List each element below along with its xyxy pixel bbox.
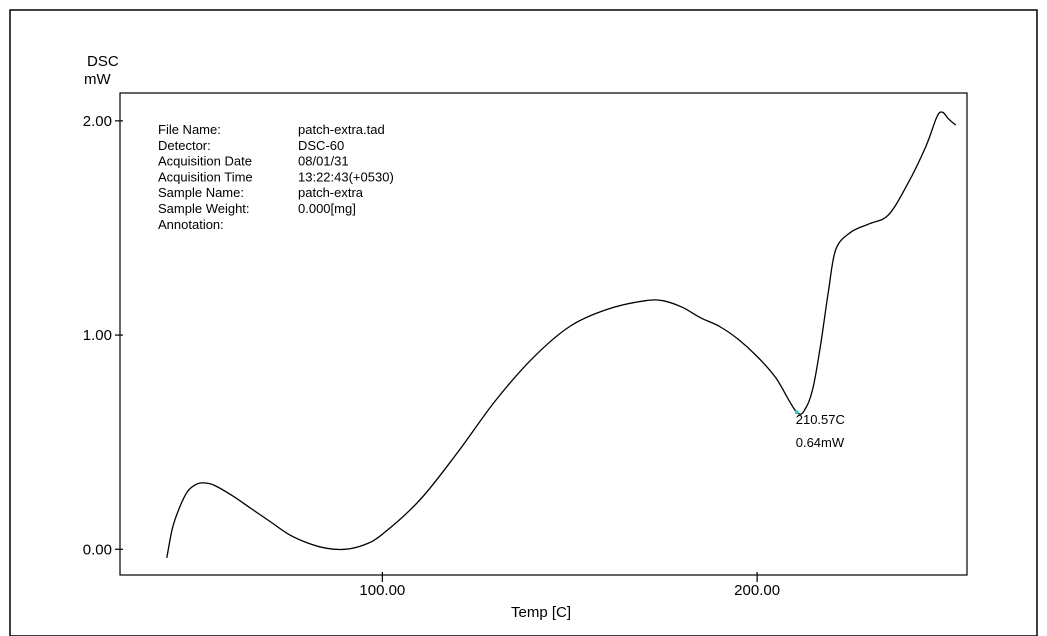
annotations: 210.57C 0.64mW — [794, 410, 845, 450]
metadata-key: Annotation: — [158, 217, 224, 232]
metadata-value: 0.000[mg] — [298, 201, 356, 216]
metadata-value: 13:22:43(+0530) — [298, 169, 394, 184]
y-tick-label: 2.00 — [83, 113, 112, 130]
plot-area — [119, 92, 968, 576]
chart-frame — [9, 9, 1038, 636]
metadata-value: patch-extra.tad — [298, 122, 385, 137]
metadata-key: Sample Weight: — [158, 201, 250, 216]
y-axis-label: DSC — [87, 53, 119, 70]
series-line-dsc — [166, 111, 957, 559]
axis-ticks: 0.00 1.00 2.00 100.00 200.00 — [83, 113, 780, 599]
x-axis-label: Temp [C] — [511, 604, 571, 621]
y-axis-unit: mW — [84, 71, 111, 88]
metadata-key: Sample Name: — [158, 185, 244, 200]
y-tick-label: 1.00 — [83, 327, 112, 344]
annotation-label: 0.64mW — [796, 435, 845, 450]
annotation-label: 210.57C — [796, 412, 845, 427]
metadata-block: File Name: patch-extra.tad Detector: DSC-60… — [158, 122, 394, 232]
metadata-key: Acquisition Time — [158, 169, 253, 184]
metadata-value: DSC-60 — [298, 138, 344, 153]
y-tick-label: 0.00 — [83, 541, 112, 558]
metadata-value: 08/01/31 — [298, 154, 349, 169]
metadata-key: Acquisition Date — [158, 154, 252, 169]
metadata-key: File Name: — [158, 122, 221, 137]
x-tick-label: 100.00 — [359, 582, 405, 599]
annotation-marker — [794, 410, 799, 415]
x-tick-label: 200.00 — [734, 582, 780, 599]
metadata-value: patch-extra — [298, 185, 364, 200]
metadata-key: Detector: — [158, 138, 211, 153]
